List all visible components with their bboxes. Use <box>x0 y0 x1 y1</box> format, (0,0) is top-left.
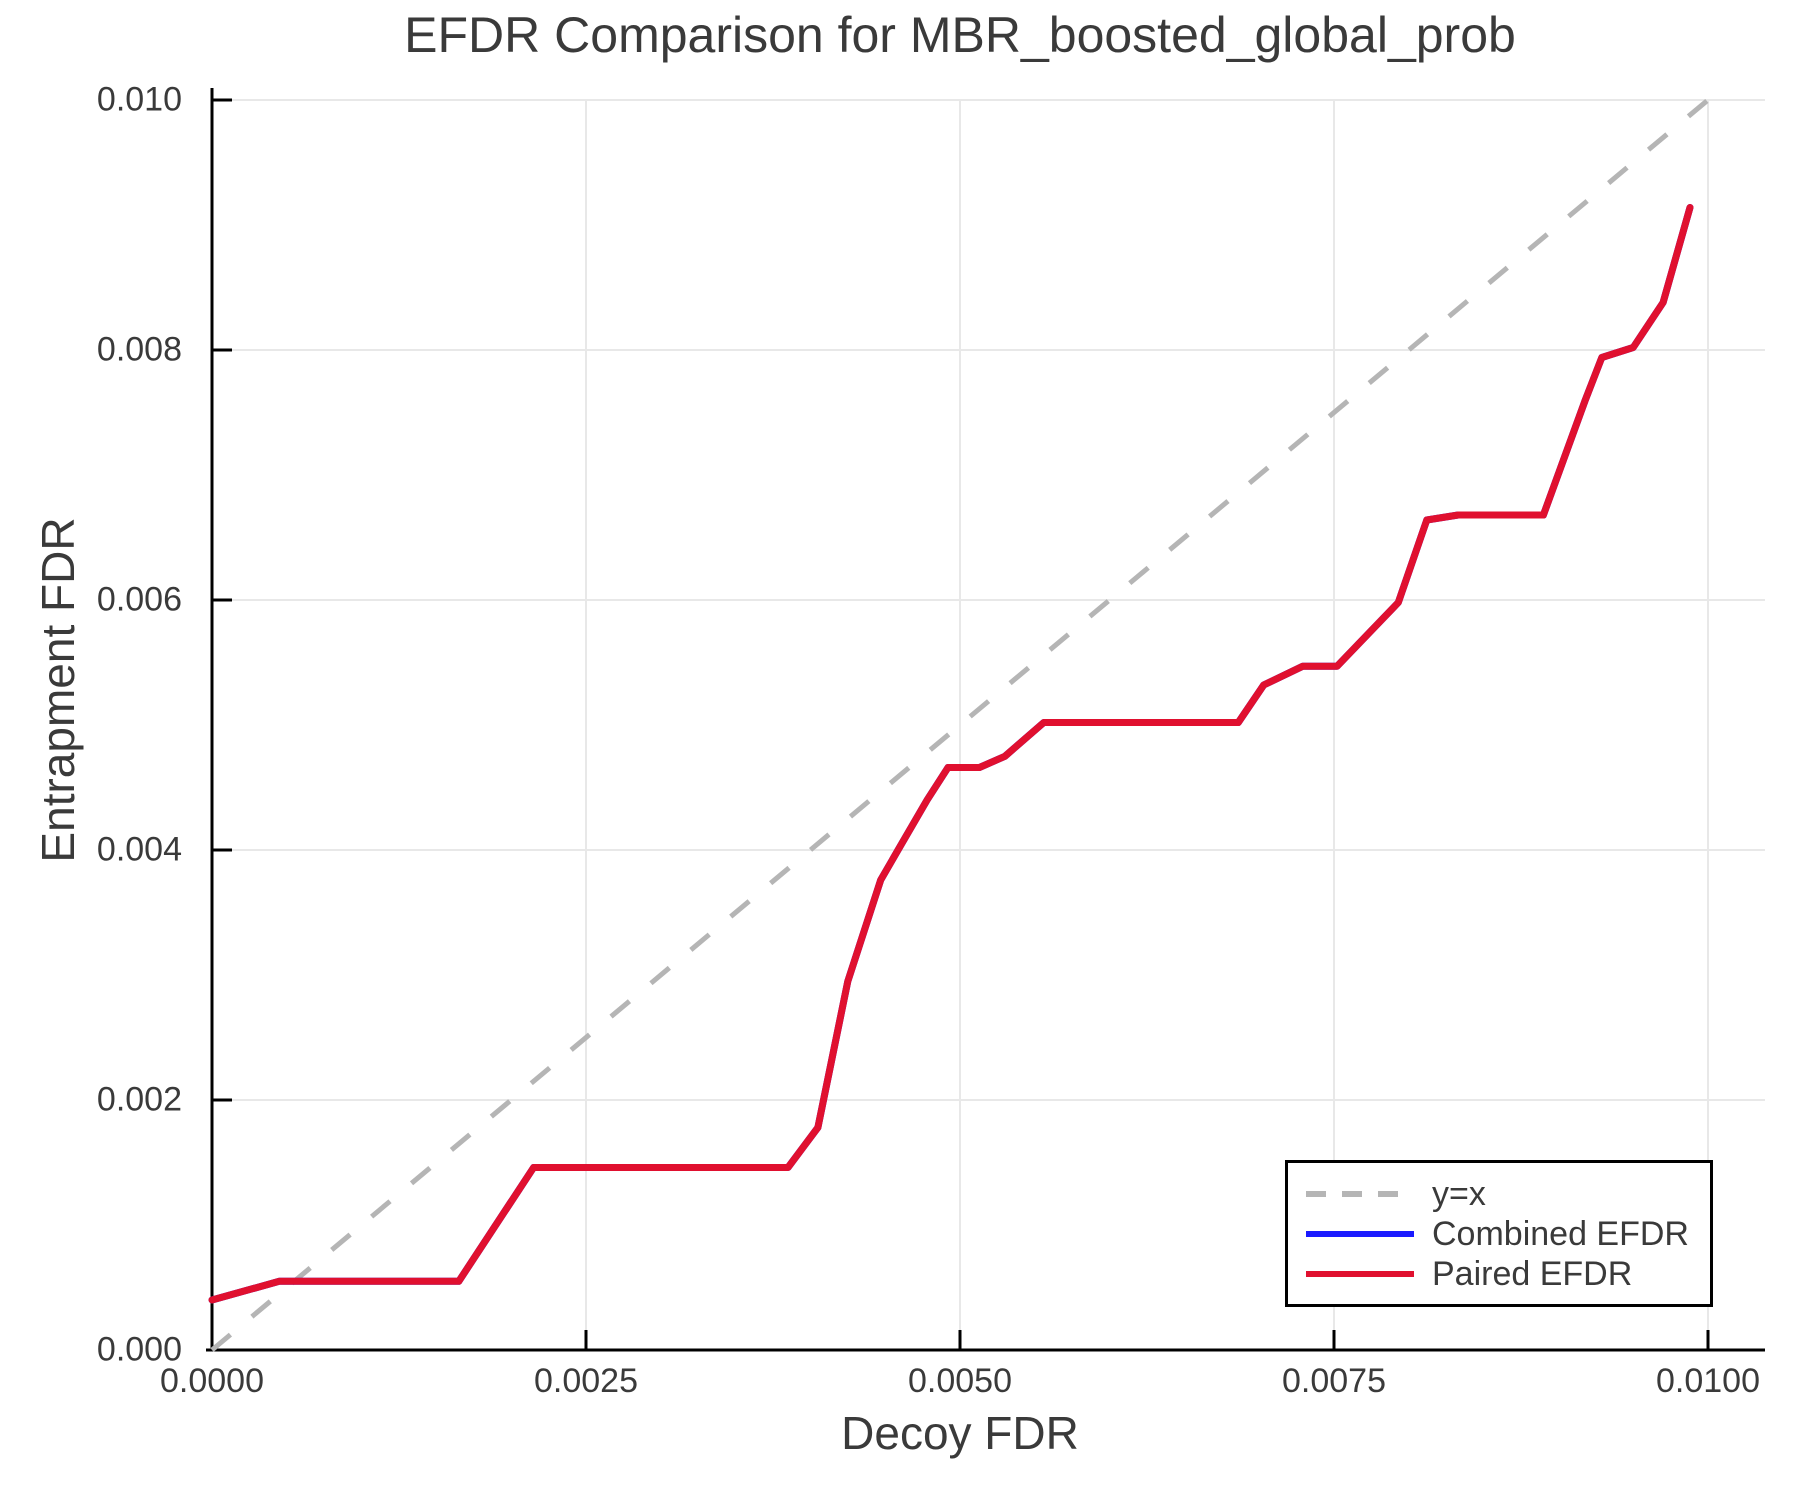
y-tick-label: 0.000 <box>96 1330 182 1369</box>
y-tick-label: 0.004 <box>96 830 182 869</box>
x-axis-label: Decoy FDR <box>841 1407 1079 1459</box>
y-tick-label: 0.008 <box>96 330 182 369</box>
series-paired-efdr <box>208 204 1694 1304</box>
reference-line-y-equals-x <box>210 98 1710 1352</box>
x-tick-label: 0.0050 <box>908 1362 1012 1400</box>
legend-item: Paired EFDR <box>1306 1255 1710 1292</box>
legend-item: Combined EFDR <box>1306 1215 1710 1252</box>
legend-label: y=x <box>1432 1174 1486 1213</box>
legend: y=x Combined EFDR Paired EFDR <box>1285 1160 1713 1307</box>
y-tick-label: 0.010 <box>96 80 182 119</box>
y-tick-label: 0.006 <box>96 580 182 619</box>
legend-swatch-dashed <box>1306 1190 1414 1197</box>
legend-swatch-solid <box>1306 1270 1414 1277</box>
x-tick-label: 0.0025 <box>534 1362 638 1400</box>
legend-swatch-solid <box>1306 1230 1414 1237</box>
chart-title: EFDR Comparison for MBR_boosted_global_p… <box>404 7 1516 63</box>
x-tick-label: 0.0100 <box>1656 1362 1760 1400</box>
y-tick-label: 0.002 <box>96 1080 182 1119</box>
legend-item: y=x <box>1306 1175 1710 1212</box>
x-tick-label: 0.0000 <box>160 1362 264 1400</box>
legend-label: Paired EFDR <box>1432 1254 1633 1293</box>
series-combined-efdr <box>208 204 1694 1304</box>
x-tick-label: 0.0075 <box>1282 1362 1386 1400</box>
legend-label: Combined EFDR <box>1432 1214 1689 1253</box>
